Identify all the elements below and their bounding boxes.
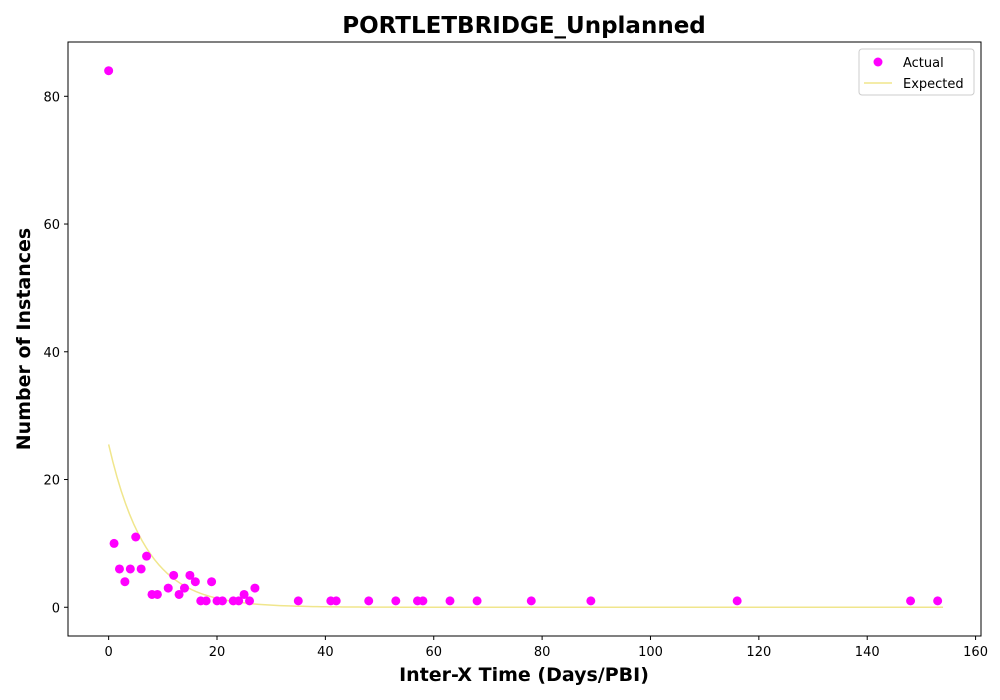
data-point-actual-4 (125, 564, 135, 574)
data-point-actual-28 (331, 596, 341, 606)
x-tick-label: 140 (855, 645, 880, 660)
y-tick-label: 0 (52, 601, 60, 616)
x-tick-label: 0 (104, 645, 112, 660)
data-point-actual-39 (933, 596, 943, 606)
legend-label-actual: Actual (903, 56, 944, 71)
axis-ticks: 0 20 40 60 80 100 120 140 160 0 20 40 60 80 (43, 90, 988, 660)
x-tick-label: 160 (963, 645, 988, 660)
x-tick-label: 120 (746, 645, 771, 660)
data-point-actual-34 (472, 596, 482, 606)
legend-label-expected: Expected (903, 77, 964, 92)
x-axis-label: Inter-X Time (Days/PBI) (399, 664, 649, 686)
data-point-actual-10 (163, 583, 173, 593)
data-point-actual-35 (526, 596, 536, 606)
x-tick-label: 100 (638, 645, 663, 660)
data-point-actual-30 (391, 596, 401, 606)
data-point-actual-15 (190, 577, 200, 587)
x-tick-label: 20 (209, 645, 226, 660)
data-point-actual-32 (418, 596, 428, 606)
data-point-actual-0 (104, 66, 114, 76)
data-point-actual-17 (201, 596, 211, 606)
data-point-actual-29 (364, 596, 374, 606)
x-tick-label: 40 (317, 645, 334, 660)
y-tick-label: 20 (43, 474, 60, 489)
x-tick-label: 60 (425, 645, 442, 660)
data-point-actual-38 (906, 596, 916, 606)
data-point-actual-23 (239, 589, 249, 599)
plot-area (104, 66, 944, 609)
data-point-actual-11 (169, 570, 179, 580)
x-tick-label: 80 (534, 645, 551, 660)
data-point-actual-1 (109, 538, 119, 548)
data-point-actual-9 (152, 589, 162, 599)
legend-marker-actual (873, 57, 883, 67)
data-point-actual-37 (732, 596, 742, 606)
data-point-actual-12 (174, 589, 184, 599)
data-point-actual-14 (185, 570, 195, 580)
data-point-actual-13 (180, 583, 189, 593)
data-point-actual-24 (245, 596, 255, 606)
data-point-actual-36 (586, 596, 596, 606)
legend: Actual Expected (858, 48, 975, 96)
y-axis-label: Number of Instances (13, 228, 35, 450)
data-point-actual-26 (293, 596, 303, 606)
data-point-actual-6 (136, 564, 146, 574)
series-line-expected (107, 444, 944, 609)
y-tick-label: 60 (43, 218, 60, 233)
data-point-actual-5 (131, 532, 141, 542)
data-point-actual-22 (234, 596, 244, 606)
data-point-actual-18 (207, 577, 217, 587)
data-point-actual-3 (120, 577, 130, 587)
chart-title: PORTLETBRIDGE_Unplanned (342, 13, 706, 39)
y-tick-label: 80 (43, 90, 60, 105)
data-point-actual-20 (217, 596, 227, 606)
data-point-actual-25 (250, 583, 260, 593)
y-tick-label: 40 (43, 346, 60, 361)
data-point-actual-33 (445, 596, 455, 606)
data-point-actual-7 (142, 551, 152, 561)
data-point-actual-2 (114, 564, 124, 574)
plot-frame (67, 41, 982, 637)
